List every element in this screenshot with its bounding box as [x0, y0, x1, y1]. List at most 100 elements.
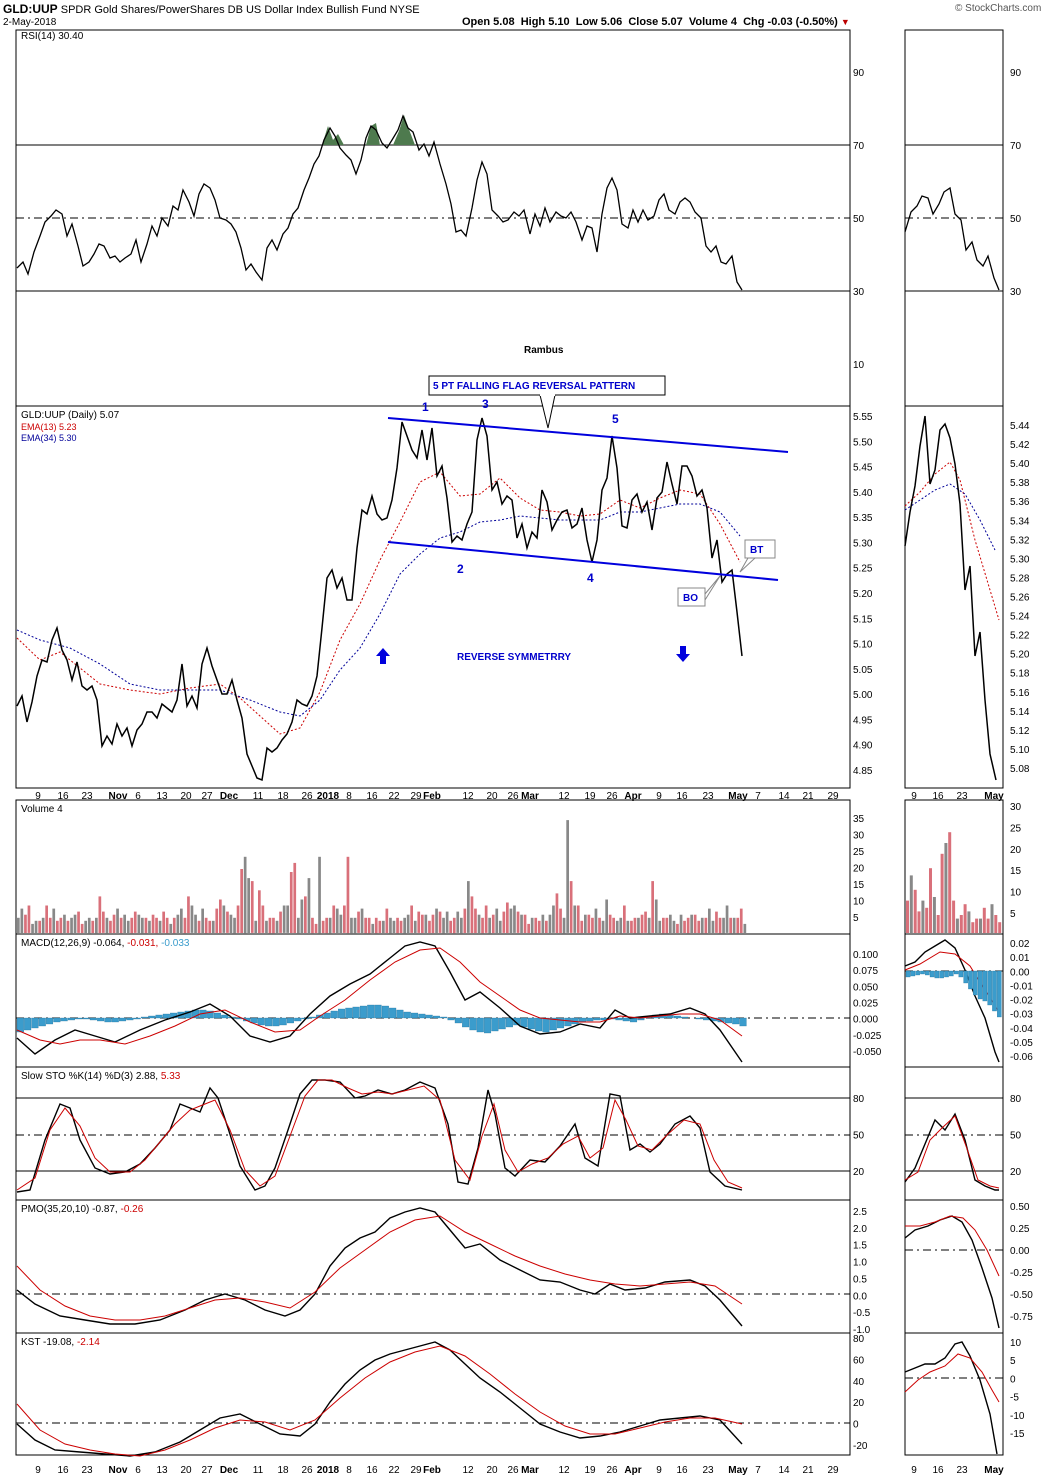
- macd-histogram-bar: [279, 1017, 287, 1026]
- macd-histogram-bar-right: [973, 970, 978, 996]
- macd-label: MACD(12,26,9) -0.064, -0.031, -0.033: [21, 938, 190, 949]
- point-4: 4: [587, 571, 594, 585]
- volume-bar: [580, 920, 584, 933]
- macd-line: [16, 941, 743, 1063]
- volume-bar: [637, 917, 640, 934]
- volume-bar: [722, 917, 725, 934]
- rsi-line-right: [904, 186, 1000, 291]
- volume-right-tick-label: 5: [1010, 909, 1016, 920]
- macd-histogram-bar-right: [944, 970, 949, 978]
- x-right-tick-label: 9: [911, 791, 917, 802]
- kst-tick-label: 20: [853, 1398, 865, 1409]
- volume-bar: [41, 917, 45, 934]
- x-tick-label: May: [728, 791, 748, 802]
- macd-histogram-bar: [126, 1017, 134, 1021]
- macd-right-tick-label: -0.04: [1010, 1024, 1033, 1035]
- macd-histogram-bar: [505, 1017, 513, 1028]
- macd-histogram-bar-right: [929, 970, 935, 978]
- x-tick-label: 16: [57, 791, 69, 802]
- volume-bar: [385, 908, 389, 933]
- volume-right-tick-label: 10: [1010, 888, 1022, 899]
- rsi-tick-label: 30: [853, 287, 865, 298]
- x-tick-label: 26: [507, 791, 519, 802]
- x-tick-label: 20: [486, 791, 498, 802]
- rsi-line: [16, 114, 743, 291]
- macd-histogram-bar-right: [987, 970, 992, 1006]
- volume-bar-right: [909, 875, 913, 933]
- macd-histogram-bar: [140, 1016, 148, 1019]
- macd-histogram-bar: [257, 1017, 265, 1026]
- pmo-tick-label: 1.0: [853, 1258, 867, 1269]
- volume-bar: [587, 914, 591, 933]
- x-tick-label: May: [728, 1465, 748, 1476]
- volume-bar: [686, 917, 690, 934]
- volume-bar-right: [982, 907, 986, 933]
- x-right-tick-label: 23: [956, 1465, 968, 1476]
- x-tick-label: 2018: [317, 1465, 340, 1476]
- macd-histogram-bar: [527, 1017, 535, 1030]
- volume-bar: [732, 917, 736, 934]
- macd-histogram-bar: [535, 1017, 543, 1032]
- volume-bar: [410, 905, 413, 933]
- symbol: GLD:UUP: [3, 2, 58, 16]
- volume-bar: [31, 923, 34, 933]
- macd-right-tick-label: -0.05: [1010, 1038, 1033, 1049]
- volume-bar: [63, 914, 66, 933]
- volume-bar-right: [913, 889, 917, 933]
- price-right-tick-label: 5.16: [1010, 688, 1030, 699]
- volume-bar: [389, 917, 392, 934]
- down-arrow-icon: [676, 646, 690, 662]
- volume-bar: [467, 881, 470, 933]
- volume-bar-right: [994, 915, 998, 933]
- x-tick-label: 19: [584, 1465, 596, 1476]
- volume-bar: [449, 920, 452, 933]
- volume-bar-right: [948, 832, 952, 933]
- x-tick-label: 18: [277, 1465, 289, 1476]
- macd-histogram-bar: [67, 1017, 75, 1021]
- macd-histogram-bar: [432, 1015, 440, 1019]
- ema13-label: EMA(13) 5.23: [21, 422, 77, 432]
- watermark: © StockCharts.com: [955, 3, 1042, 14]
- volume-bar: [704, 917, 708, 934]
- volume-bar: [286, 905, 289, 933]
- ohlc-readout: Open 5.08 High 5.10 Low 5.06 Close 5.07 …: [462, 16, 850, 28]
- price-tick-label: 4.95: [853, 715, 873, 726]
- macd-histogram-bar: [53, 1017, 61, 1023]
- x-tick-label: Apr: [624, 791, 641, 802]
- volume-bar: [87, 917, 91, 934]
- x-tick-label: 23: [81, 1465, 93, 1476]
- volume-right-tick-label: 25: [1010, 823, 1022, 834]
- kst-signal-line: [16, 1345, 743, 1457]
- macd-histogram-bar: [148, 1015, 156, 1019]
- x-tick-label: Feb: [423, 791, 441, 802]
- volume-bar-right: [959, 915, 963, 933]
- macd-histogram-bar: [104, 1017, 112, 1023]
- macd-histogram-bar: [374, 1004, 382, 1019]
- x-tick-label: 22: [388, 1465, 400, 1476]
- macd-tick-label: 0.000: [853, 1015, 878, 1026]
- kst-right-tick-label: -10: [1010, 1411, 1025, 1422]
- x-tick-label: 16: [57, 1465, 69, 1476]
- price-right-tick-label: 5.30: [1010, 554, 1030, 565]
- macd-histogram-bar: [418, 1013, 426, 1019]
- price-line: [16, 417, 743, 782]
- macd-histogram-bar: [345, 1007, 353, 1019]
- volume-bar: [268, 917, 272, 934]
- volume-bar-right: [936, 915, 940, 933]
- macd-right-tick-label: 0.01: [1010, 953, 1030, 964]
- chart-header: GLD:UUP SPDR Gold Shares/PowerShares DB …: [0, 0, 1050, 30]
- volume-bar: [562, 917, 566, 934]
- pmo-tick-label: 0.0: [853, 1291, 867, 1302]
- volume-bar: [619, 917, 623, 934]
- price-right-tick-label: 5.40: [1010, 459, 1030, 470]
- x-tick-label: Feb: [423, 1465, 441, 1476]
- kst-right-tick-label: 0: [1010, 1374, 1016, 1385]
- rsi-label: RSI(14) 30.40: [21, 31, 84, 42]
- macd-histogram-bar: [308, 1016, 316, 1019]
- pattern-label: 5 PT FALLING FLAG REVERSAL PATTERN: [433, 381, 635, 392]
- volume-bar: [484, 905, 488, 933]
- macd-histogram-bar: [75, 1017, 83, 1020]
- change-value: Chg -0.03 (-0.50%): [743, 16, 838, 28]
- macd-histogram-bar: [250, 1017, 258, 1024]
- volume-bar: [537, 920, 541, 933]
